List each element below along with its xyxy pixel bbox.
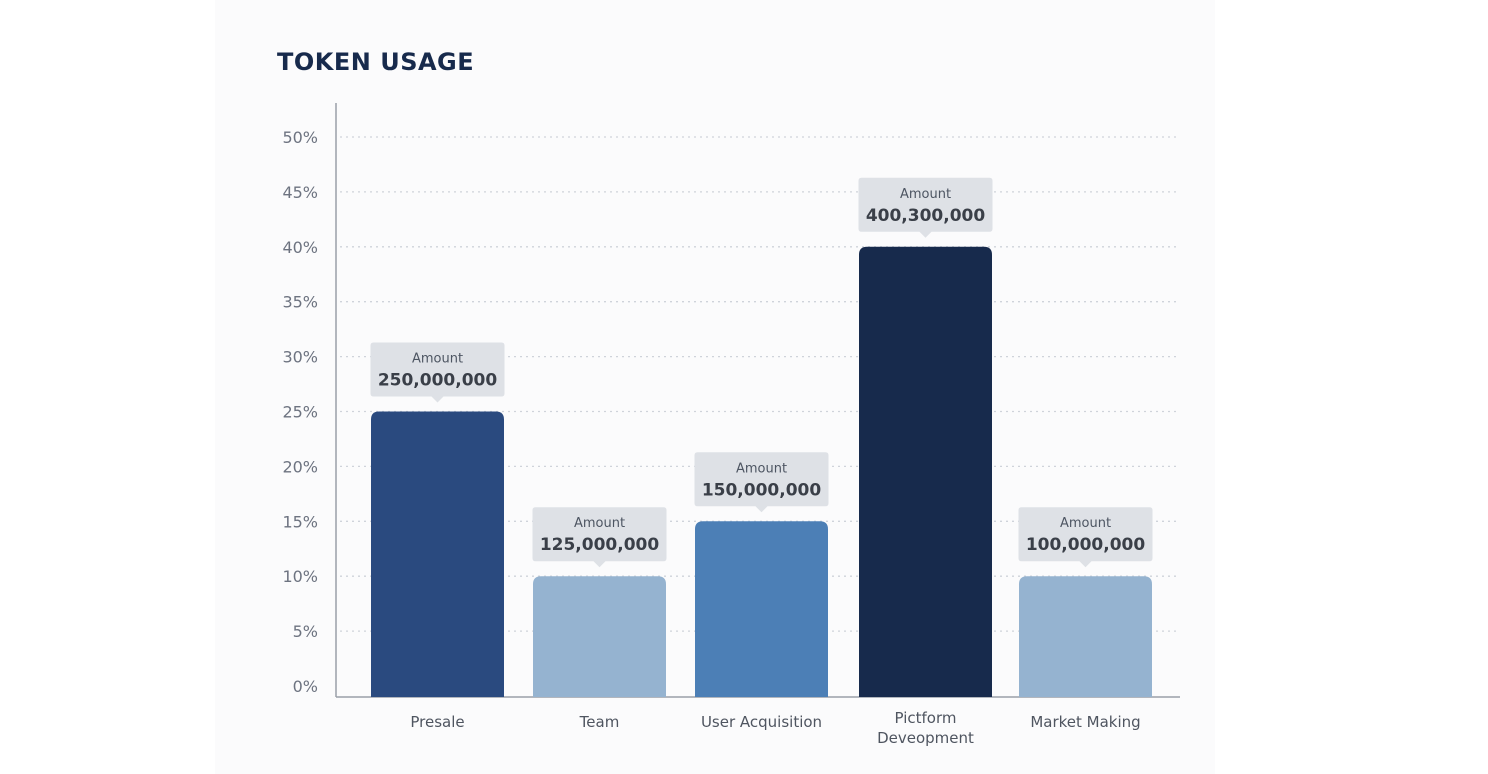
y-tick-label: 35% bbox=[282, 293, 318, 312]
data-label-title: Amount bbox=[900, 187, 951, 202]
y-tick-label: 5% bbox=[293, 622, 318, 641]
y-tick-label: 0% bbox=[293, 677, 318, 696]
x-tick-label: Presale bbox=[410, 713, 464, 731]
data-label-title: Amount bbox=[1060, 516, 1111, 531]
data-label-title: Amount bbox=[736, 461, 787, 476]
data-label-box bbox=[858, 177, 993, 238]
data-label-value: 100,000,000 bbox=[1026, 535, 1146, 555]
x-tick-label: User Acquisition bbox=[701, 713, 822, 731]
bar-0 bbox=[371, 411, 504, 697]
bar-3 bbox=[859, 246, 992, 698]
data-label-box bbox=[532, 507, 667, 568]
data-label-value: 400,300,000 bbox=[866, 206, 986, 226]
data-label-box bbox=[1018, 507, 1153, 568]
data-label-value: 125,000,000 bbox=[540, 535, 660, 555]
y-tick-label: 45% bbox=[282, 183, 318, 202]
data-label-title: Amount bbox=[412, 352, 463, 367]
y-tick-label: 30% bbox=[282, 348, 318, 367]
bar-2 bbox=[695, 521, 828, 697]
y-tick-label: 25% bbox=[282, 403, 318, 422]
y-tick-label: 10% bbox=[282, 567, 318, 586]
data-label-title: Amount bbox=[574, 516, 625, 531]
y-tick-label: 50% bbox=[282, 128, 318, 147]
data-label-value: 150,000,000 bbox=[702, 480, 822, 500]
bar-1 bbox=[533, 576, 666, 697]
x-tick-label: Deveopment bbox=[877, 729, 974, 747]
y-tick-label: 40% bbox=[282, 238, 318, 257]
bar-4 bbox=[1019, 576, 1152, 697]
data-label-box bbox=[370, 342, 505, 403]
data-label-box bbox=[694, 452, 829, 513]
data-label-value: 250,000,000 bbox=[378, 371, 498, 391]
chart-title: TOKEN USAGE bbox=[277, 48, 475, 76]
x-tick-label: Team bbox=[579, 713, 620, 731]
x-tick-label: Market Making bbox=[1030, 713, 1140, 731]
y-tick-label: 20% bbox=[282, 457, 318, 476]
y-tick-label: 15% bbox=[282, 512, 318, 531]
x-tick-label: Pictform bbox=[895, 709, 957, 727]
